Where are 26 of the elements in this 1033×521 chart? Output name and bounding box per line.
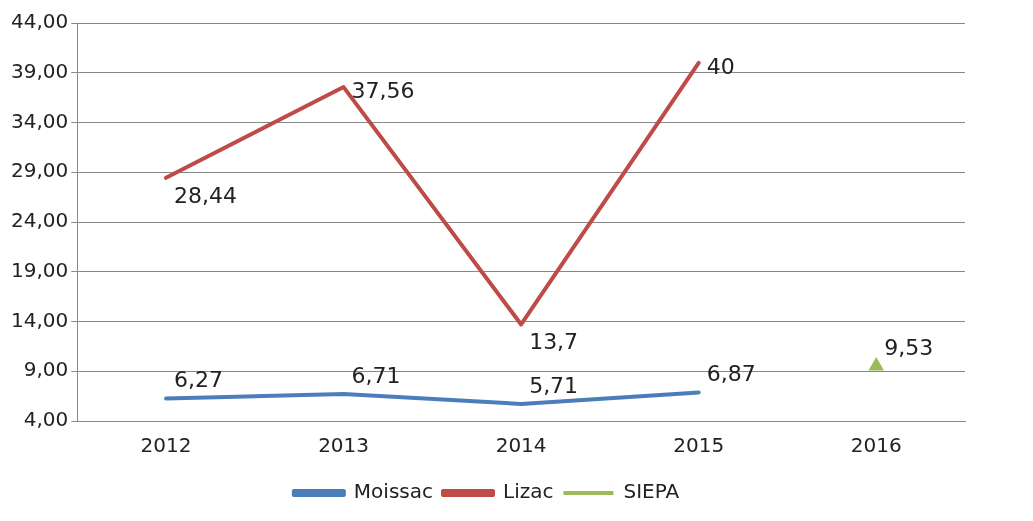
y-tick-label: 24,00 bbox=[10, 208, 69, 233]
data-label: 6,71 bbox=[351, 362, 401, 388]
y-tick-label: 39,00 bbox=[10, 58, 69, 83]
x-tick-label: 2016 bbox=[850, 433, 902, 458]
data-label: 6,27 bbox=[174, 367, 224, 393]
data-label: 28,44 bbox=[174, 182, 238, 208]
data-label: 6,87 bbox=[706, 361, 756, 387]
y-tick-label: 29,00 bbox=[10, 158, 69, 183]
y-tick-label: 44,00 bbox=[10, 9, 69, 34]
x-tick-label: 2012 bbox=[140, 433, 192, 458]
x-tick-label: 2015 bbox=[673, 433, 725, 458]
y-tick-label: 14,00 bbox=[10, 307, 69, 332]
legend-label: Lizac bbox=[503, 479, 554, 504]
legend-label: SIEPA bbox=[623, 479, 680, 504]
data-label: 5,71 bbox=[529, 372, 579, 398]
data-label: 40 bbox=[706, 53, 735, 79]
x-tick-label: 2013 bbox=[318, 433, 370, 458]
legend-label: Moissac bbox=[353, 479, 433, 504]
y-tick-label: 19,00 bbox=[10, 257, 69, 282]
y-tick-label: 34,00 bbox=[10, 108, 69, 133]
y-tick-label: 4,00 bbox=[23, 407, 69, 432]
y-tick-label: 9,00 bbox=[23, 357, 69, 382]
data-label: 37,56 bbox=[351, 77, 415, 103]
data-label: 9,53 bbox=[884, 334, 934, 360]
data-label: 13,7 bbox=[529, 329, 579, 355]
x-tick-label: 2014 bbox=[495, 433, 547, 458]
